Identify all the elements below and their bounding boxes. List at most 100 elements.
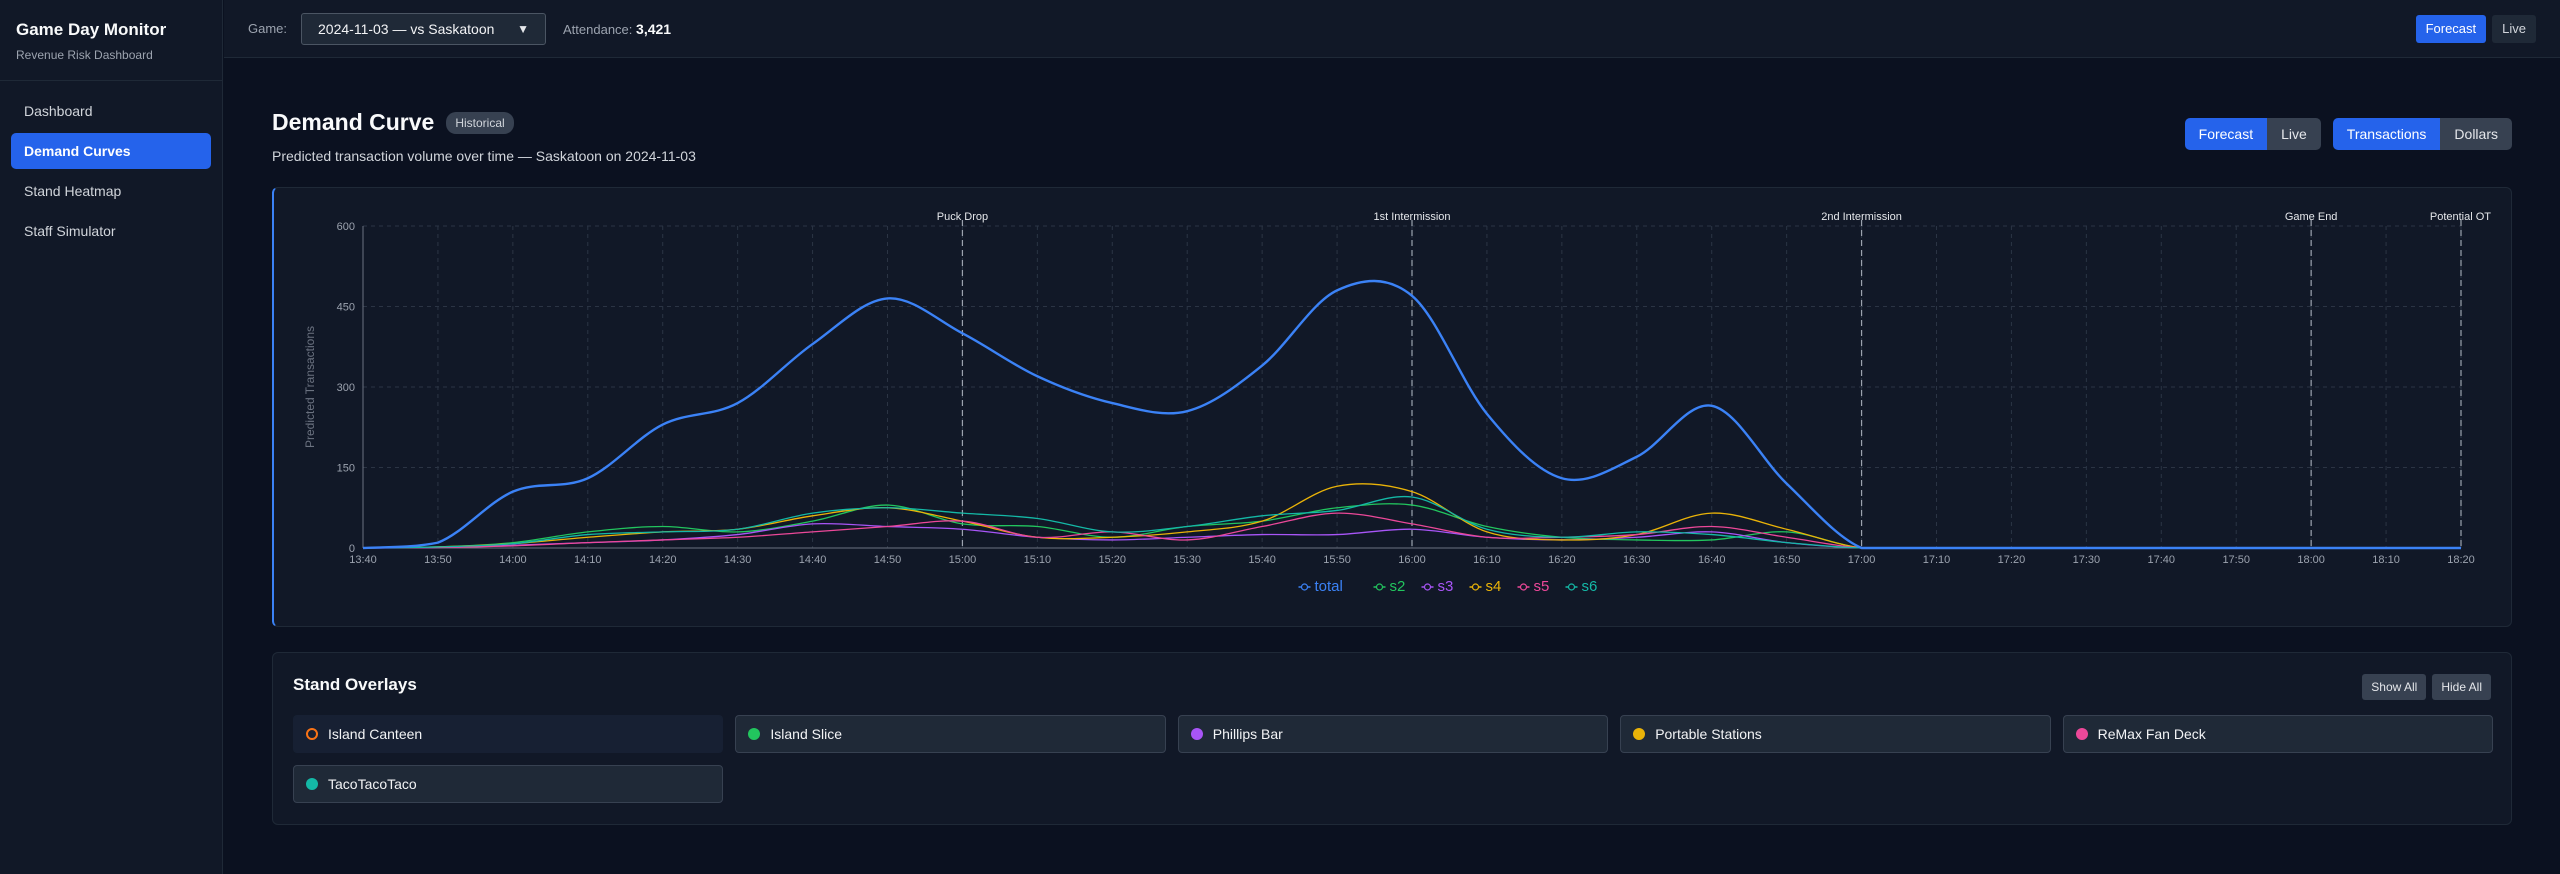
x-tick-label: 14:20 (649, 554, 677, 566)
sidebar-nav: Dashboard Demand Curves Stand Heatmap St… (0, 81, 222, 265)
forecast-toggle[interactable]: Forecast (2184, 118, 2268, 150)
chevron-down-icon: ▼ (517, 21, 530, 36)
stand-toggle-phillips-bar[interactable]: Phillips Bar (1177, 715, 1609, 753)
x-tick-label: 18:10 (2372, 554, 2400, 566)
y-axis-label: Predicted Transactions (303, 326, 317, 448)
y-tick-label: 600 (337, 221, 355, 233)
period-marker-label: 2nd Intermission (1821, 211, 1902, 223)
stand-label: Phillips Bar (1212, 726, 1283, 742)
stand-list: Island Canteen Island Slice Phillips Bar Po… (293, 715, 2493, 803)
show-all-button[interactable]: Show All (2362, 674, 2427, 700)
page-header: Demand Curve Historical Predicted transa… (272, 109, 696, 164)
attendance: Attendance: 3,421 (563, 21, 671, 37)
x-tick-label: 17:10 (1923, 554, 1951, 566)
x-tick-label: 16:00 (1398, 554, 1426, 566)
period-marker-label: Puck Drop (937, 211, 988, 223)
mode-toggle: Forecast Live (2184, 118, 2321, 150)
x-tick-label: 14:50 (874, 554, 902, 566)
stand-color-dot (306, 778, 318, 790)
stand-color-dot (748, 728, 761, 740)
sidebar-item-dashboard[interactable]: Dashboard (24, 103, 93, 119)
x-tick-label: 13:50 (424, 554, 452, 566)
x-tick-label: 15:00 (949, 554, 977, 566)
x-tick-label: 16:20 (1548, 554, 1576, 566)
stand-color-dot (2075, 728, 2088, 740)
brand: Game Day Monitor Revenue Risk Dashboard (0, 0, 222, 81)
x-tick-label: 16:50 (1773, 554, 1801, 566)
transactions-toggle[interactable]: Transactions (2332, 118, 2441, 150)
demand-chart-card: 0 150 300 450 600 13:40 13:50 14:00 14:10 14:20 14… (272, 187, 2512, 627)
sidebar-item-staff-simulator[interactable]: Staff Simulator (24, 223, 116, 239)
live-toggle[interactable]: Live (2267, 118, 2321, 150)
legend-marker (1300, 583, 1309, 591)
x-tick-label: 13:40 (349, 554, 377, 566)
period-marker-label: Potential OT (2430, 211, 2491, 223)
attendance-value: 3,421 (636, 20, 672, 37)
page-title: Demand Curve (272, 109, 435, 135)
stand-label: TacoTacoTaco (328, 776, 417, 792)
x-tick-label: 15:30 (1173, 554, 1201, 566)
legend-label: s2 (1390, 578, 1406, 595)
game-select[interactable]: 2024-11-03 — vs Saskatoon ▼ (301, 12, 547, 45)
legend-label: s6 (1582, 578, 1598, 595)
x-tick-label: 14:40 (799, 554, 827, 566)
page-subtitle: Predicted transaction volume over time —… (272, 148, 696, 164)
x-tick-label: 14:00 (499, 554, 527, 566)
x-tick-label: 14:10 (574, 554, 602, 566)
stand-toggle-portable-stations[interactable]: Portable Stations (1620, 715, 2051, 753)
sidebar: Game Day Monitor Revenue Risk Dashboard … (0, 0, 223, 874)
topbar-forecast-button[interactable]: Forecast (2415, 14, 2487, 43)
app-subtitle: Revenue Risk Dashboard (16, 48, 153, 62)
stand-color-dot (1633, 728, 1646, 740)
x-tick-label: 17:40 (2148, 554, 2176, 566)
app-title: Game Day Monitor (16, 20, 167, 39)
stand-toggle-island-canteen[interactable]: Island Canteen (293, 715, 724, 753)
x-tick-label: 16:10 (1473, 554, 1501, 566)
y-tick-label: 150 (337, 463, 355, 475)
y-tick-label: 450 (337, 302, 355, 314)
legend-marker (1375, 583, 1384, 591)
legend-marker (1471, 583, 1480, 591)
stand-toggle-island-slice[interactable]: Island Slice (735, 715, 1166, 753)
stand-overlays-title: Stand Overlays (293, 675, 417, 694)
stand-color-dot (306, 728, 318, 740)
x-tick-label: 17:30 (2073, 554, 2101, 566)
x-tick-label: 16:30 (1623, 554, 1651, 566)
topbar-live-button[interactable]: Live (2492, 14, 2536, 43)
period-marker-label: Game End (2285, 211, 2338, 223)
x-tick-label: 17:20 (1998, 554, 2026, 566)
y-tick-label: 0 (349, 543, 355, 555)
sidebar-item-demand-curves[interactable]: Demand Curves (11, 133, 211, 169)
x-tick-label: 17:50 (2222, 554, 2250, 566)
series-line-total (362, 279, 2461, 550)
demand-chart: 0 150 300 450 600 13:40 13:50 14:00 14:10 14:20 14… (303, 211, 2491, 595)
game-select-value: 2024-11-03 — vs Saskatoon (318, 20, 495, 37)
stand-label: ReMax Fan Deck (2097, 726, 2206, 742)
dollars-toggle[interactable]: Dollars (2440, 118, 2512, 150)
y-tick-label: 300 (337, 382, 355, 394)
sidebar-item-stand-heatmap[interactable]: Stand Heatmap (24, 183, 122, 199)
x-tick-label: 15:40 (1248, 554, 1276, 566)
legend-marker (1519, 583, 1528, 591)
x-tick-label: 18:20 (2447, 554, 2475, 566)
view-toggles: Forecast Live Transactions Dollars (2184, 118, 2512, 150)
legend-marker (1567, 583, 1576, 591)
x-tick-label: 17:00 (1848, 554, 1876, 566)
legend-label: s3 (1438, 578, 1454, 595)
x-tick-label: 16:40 (1698, 554, 1726, 566)
x-tick-label: 15:50 (1323, 554, 1351, 566)
top-bar: Game: 2024-11-03 — vs Saskatoon ▼ Attend… (224, 0, 2560, 58)
status-badge: Historical (446, 111, 514, 134)
legend-marker (1423, 583, 1432, 591)
stand-color-dot (1190, 728, 1203, 740)
legend-label: s5 (1534, 578, 1550, 595)
stand-label: Portable Stations (1655, 726, 1762, 742)
legend-label: total (1315, 578, 1343, 595)
hide-all-button[interactable]: Hide All (2432, 674, 2491, 700)
stand-toggle-remax-fan-deck[interactable]: ReMax Fan Deck (2062, 715, 2493, 753)
stand-toggle-tacotacotaco[interactable]: TacoTacoTaco (293, 765, 724, 803)
game-label: Game: (248, 21, 288, 36)
main-content: Demand Curve Historical Predicted transa… (224, 59, 2560, 874)
attendance-label: Attendance: (563, 21, 633, 37)
legend-label: s4 (1486, 578, 1502, 595)
